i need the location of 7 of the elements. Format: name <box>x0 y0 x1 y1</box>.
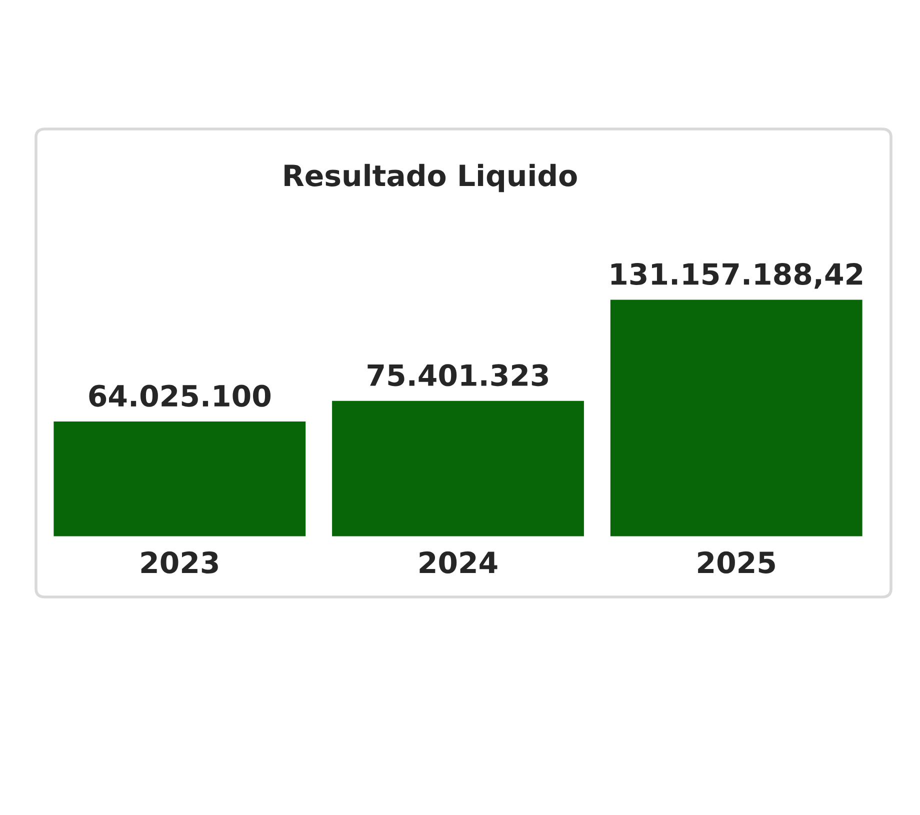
x-tick-label: 2024 <box>420 551 498 574</box>
data-label: 75.401.323 <box>368 364 548 386</box>
x-tick-label: 2023 <box>141 551 218 574</box>
data-label: 131.157.188,42 <box>611 262 862 289</box>
data-label: 64.025.100 <box>89 384 271 407</box>
x-tick-label: 2025 <box>698 551 775 574</box>
chart-title: Resultado Liquido <box>284 164 577 192</box>
